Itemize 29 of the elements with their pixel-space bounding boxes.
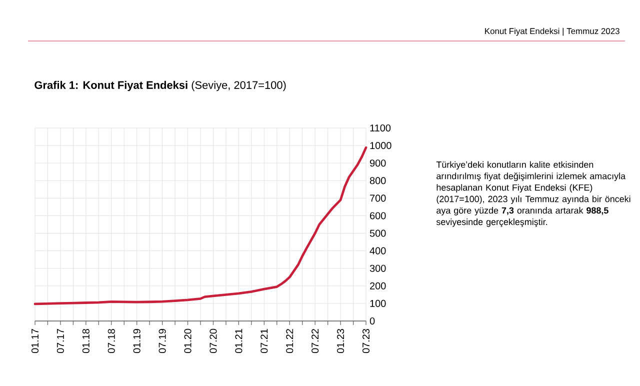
x-tick-label: 01.20 bbox=[184, 328, 192, 354]
text: Türkiye’deki konutların kalite etkisinden arındırılmış fiyat değişimlerini izlemek amacıyla hesaplanan Konut Fiyat Endeksi (KFE) (2017=100), 2023 yılı Temmuz ayında bir önceki aya göre yüzde 7,3 oranında artarak 988,5 seviyesinde gerçekleşmiştir. bbox=[436, 161, 630, 227]
x-tick-label: 07.17 bbox=[56, 329, 64, 354]
x-tick-label: 07.21 bbox=[260, 329, 268, 354]
x-tick-label: 01.17 bbox=[31, 329, 39, 354]
x-tick-label: 07.22 bbox=[312, 329, 319, 354]
x-tick-label: 01.18 bbox=[82, 328, 90, 354]
y-tick-label: 700 bbox=[370, 194, 386, 202]
y-tick-label: 300 bbox=[370, 264, 386, 272]
chart-title: Grafik 1: Konut Fiyat Endeksi (Seviye, 2017=100) bbox=[34, 80, 286, 92]
y-tick-label: 1100 bbox=[370, 124, 391, 132]
y-tick-label: 600 bbox=[370, 212, 386, 220]
x-tick-label: 01.22 bbox=[286, 329, 294, 354]
y-tick-label: 1000 bbox=[370, 142, 392, 150]
x-tick-label: 07.18 bbox=[108, 328, 115, 354]
x-tick-label: 01.19 bbox=[133, 328, 140, 354]
y-tick-label: 100 bbox=[370, 300, 386, 307]
x-tick-label: 07.20 bbox=[210, 328, 217, 354]
y-tick-label: 400 bbox=[370, 247, 386, 254]
x-tick-label: 07.19 bbox=[158, 328, 166, 354]
y-tick-label: 800 bbox=[370, 177, 386, 184]
text: Konut Fiyat Endeksi | Temmuz 2023 bbox=[485, 28, 620, 36]
y-tick-label: 500 bbox=[370, 230, 386, 237]
x-tick-label: 01.21 bbox=[235, 329, 242, 354]
y-tick-label: 900 bbox=[370, 160, 386, 167]
x-tick-label: 01.23 bbox=[337, 328, 344, 354]
y-tick-label: 200 bbox=[370, 282, 386, 290]
y-tick-label: 0 bbox=[370, 317, 375, 325]
x-tick-label: 07.23 bbox=[362, 328, 370, 354]
